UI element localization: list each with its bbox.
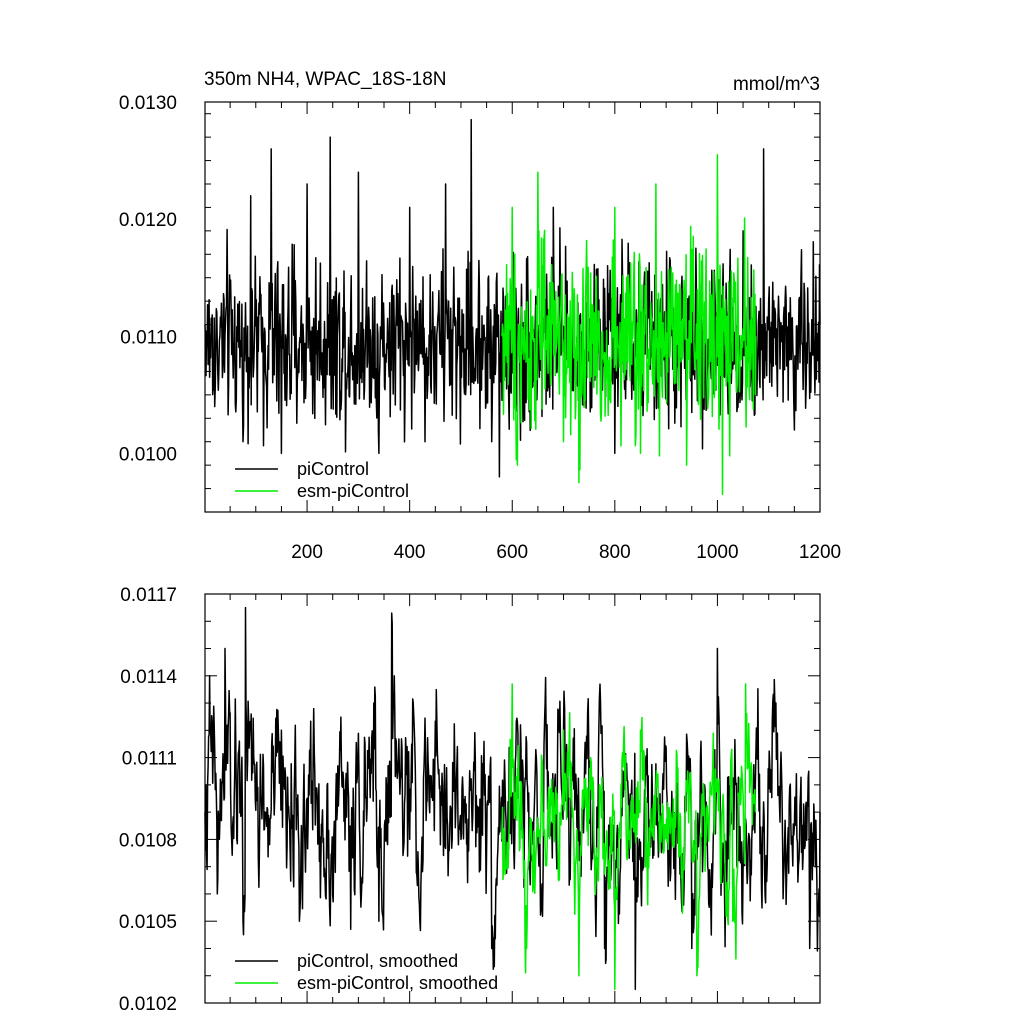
y-tick-label: 0.0108 xyxy=(119,830,177,851)
units-label: mmol/m^3 xyxy=(733,74,820,95)
y-tick-label: 0.0111 xyxy=(122,749,177,770)
legend-label-esm-picontrol: esm-piControl xyxy=(297,481,409,501)
y-tick-label: 0.0100 xyxy=(119,444,177,465)
legend-label-picontrol-smoothed: piControl, smoothed xyxy=(297,951,458,971)
y-tick-label: 0.0105 xyxy=(119,912,177,933)
bottom-plot-lines xyxy=(204,606,821,991)
legend-label-esm-picontrol-smoothed: esm-piControl, smoothed xyxy=(297,973,498,993)
y-tick-label: 0.0114 xyxy=(120,667,177,688)
series-line-esm-picontrol xyxy=(501,153,757,496)
top-legend: piControl esm-piControl xyxy=(235,459,409,501)
y-tick-label: 0.0102 xyxy=(119,994,177,1015)
top-panel: 350m NH4, WPAC_18S-18N mmol/m^3 0.01000.… xyxy=(119,69,841,563)
x-tick-label: 1200 xyxy=(799,542,841,563)
x-tick-label: 600 xyxy=(496,542,528,563)
chart-title: 350m NH4, WPAC_18S-18N xyxy=(204,69,447,90)
top-plot-lines xyxy=(204,118,821,496)
y-tick-label: 0.0110 xyxy=(120,327,177,348)
top-plot-axes: 0.0100 0.0110 0.0120 0.0130 200 400 600 800 1000… xyxy=(119,93,841,563)
x-tick-label: 800 xyxy=(599,542,631,563)
series-line-picontrol-smoothed xyxy=(204,606,821,991)
bottom-panel: 0.0102 0.0105 0.0108 0.0111 0.0114 0.0117 piC… xyxy=(119,585,821,1015)
y-tick-label: 0.0117 xyxy=(120,585,177,606)
bottom-plot-axes: 0.0102 0.0105 0.0108 0.0111 0.0114 0.0117 xyxy=(119,585,821,1015)
y-tick-label: 0.0120 xyxy=(119,210,177,231)
series-line-esm-picontrol-smoothed xyxy=(501,683,757,991)
y-tick-label: 0.0130 xyxy=(119,93,177,114)
x-tick-label: 1000 xyxy=(696,542,738,563)
x-tick-label: 200 xyxy=(291,542,323,563)
legend-label-picontrol: piControl xyxy=(297,459,369,479)
x-tick-label: 400 xyxy=(394,542,426,563)
bottom-legend: piControl, smoothed esm-piControl, smoot… xyxy=(235,951,498,993)
